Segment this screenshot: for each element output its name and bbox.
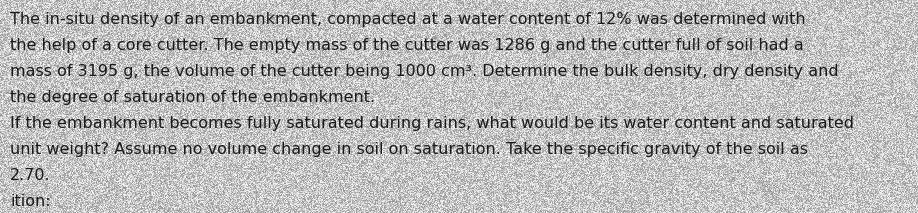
- Text: ition:: ition:: [10, 194, 50, 209]
- Text: If the embankment becomes fully saturated during rains, what would be its water : If the embankment becomes fully saturate…: [10, 116, 854, 131]
- Text: unit weight? Assume no volume change in soil on saturation. Take the specific gr: unit weight? Assume no volume change in …: [10, 142, 808, 157]
- Text: 2.70.: 2.70.: [10, 168, 50, 183]
- Text: the degree of saturation of the embankment.: the degree of saturation of the embankme…: [10, 90, 375, 105]
- Text: mass of 3195 g, the volume of the cutter being 1000 cm³. Determine the bulk dens: mass of 3195 g, the volume of the cutter…: [10, 64, 839, 79]
- Text: the help of a core cutter. The empty mass of the cutter was 1286 g and the cutte: the help of a core cutter. The empty mas…: [10, 38, 804, 53]
- Text: The in-situ density of an embankment, compacted at a water content of 12% was de: The in-situ density of an embankment, co…: [10, 12, 806, 27]
